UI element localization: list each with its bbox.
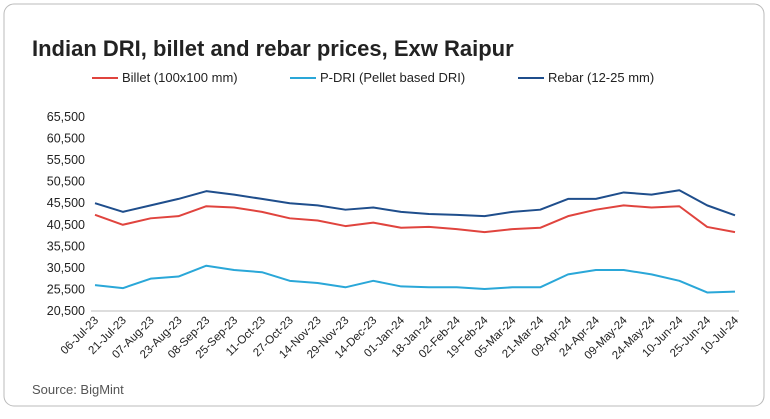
legend-label: Billet (100x100 mm) (122, 70, 238, 85)
y-tick-label: 35,500 (47, 239, 85, 253)
y-tick-label: 20,500 (47, 304, 85, 318)
source: Source: BigMint (32, 382, 124, 397)
legend-label: Rebar (12-25 mm) (548, 70, 654, 85)
y-tick-label: 25,500 (47, 282, 85, 296)
y-tick-label: 60,500 (47, 132, 85, 146)
y-tick-label: 55,500 (47, 153, 85, 167)
y-tick-label: 50,500 (47, 175, 85, 189)
y-tick-label: 45,500 (47, 196, 85, 210)
legend-label: P-DRI (Pellet based DRI) (320, 70, 465, 85)
chart-frame (3, 3, 765, 407)
y-tick-label: 30,500 (47, 261, 85, 275)
series-line (94, 189, 736, 218)
chart-title: Indian DRI, billet and rebar prices, Exw… (32, 36, 514, 61)
series-line (94, 204, 736, 234)
y-tick-label: 40,500 (47, 218, 85, 232)
series-line (94, 264, 736, 294)
y-tick-label: 65,500 (47, 110, 85, 124)
